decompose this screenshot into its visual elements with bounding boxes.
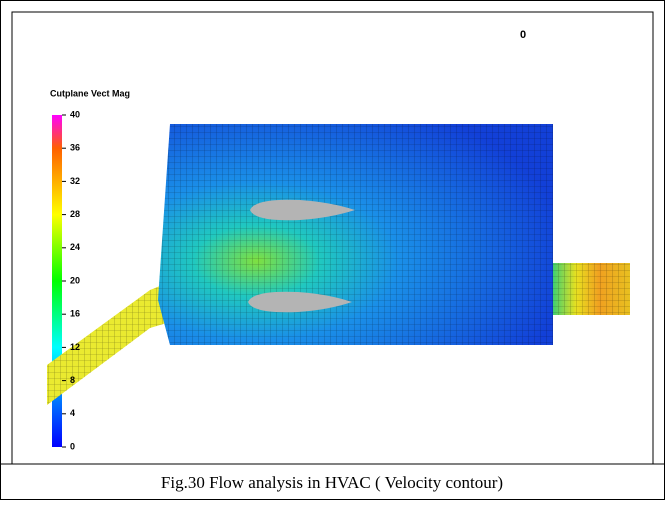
colorbar-tick-label: 16 (70, 309, 80, 319)
colorbar-tick-label: 36 (70, 143, 80, 153)
corner-label: 0 (520, 29, 526, 41)
colorbar-tick-label: 0 (70, 441, 75, 451)
colorbar-tick-label: 28 (70, 209, 80, 219)
colorbar-tick-label: 32 (70, 176, 80, 186)
caption: Fig.30 Flow analysis in HVAC ( Velocity … (161, 473, 503, 492)
colorbar-title: Cutplane Vect Mag (50, 88, 130, 98)
chamber-mesh (158, 124, 553, 345)
colorbar-tick-label: 20 (70, 275, 80, 285)
flow-domain (47, 124, 630, 405)
outlet-mesh (553, 263, 630, 315)
colorbar-tick-label: 24 (70, 242, 80, 252)
vane-lower (248, 291, 352, 313)
colorbar (52, 115, 62, 447)
colorbar-tick-label: 4 (70, 408, 75, 418)
inlet-mesh (47, 282, 170, 405)
vane-upper (250, 199, 355, 221)
colorbar-tick-label: 8 (70, 375, 75, 385)
colorbar-tick-label: 12 (70, 342, 80, 352)
colorbar-tick-label: 40 (70, 109, 80, 119)
